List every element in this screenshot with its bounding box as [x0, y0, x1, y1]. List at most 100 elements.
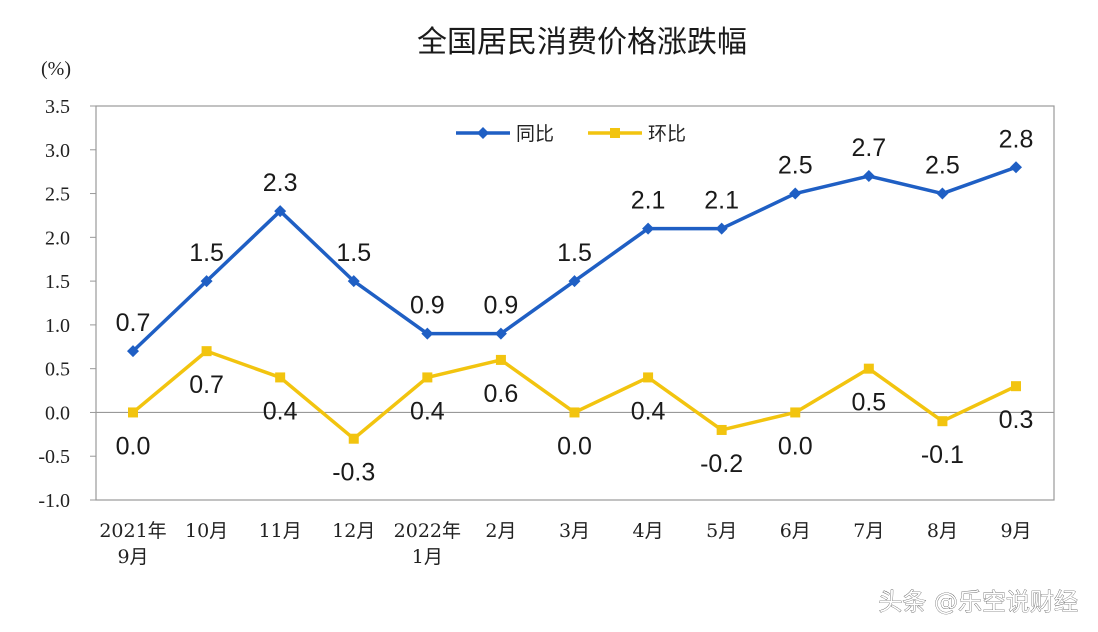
data-label-mom: -0.3	[332, 459, 375, 487]
data-label-mom: 0.5	[851, 389, 886, 417]
legend-marker-mom	[610, 128, 620, 138]
data-point-mom	[863, 363, 874, 374]
data-label-yoy: 2.7	[851, 134, 886, 162]
data-label-mom: 0.0	[778, 432, 813, 460]
data-point-mom	[643, 372, 654, 383]
data-point-mom	[937, 416, 948, 427]
watermark-text: 头条 @乐空说财经	[878, 588, 1078, 616]
data-point-mom	[495, 354, 506, 365]
x-tick-label-line: 5月	[706, 520, 737, 542]
data-point-mom	[128, 407, 138, 418]
y-tick-label: 0.5	[45, 359, 70, 381]
x-tick-label-line: 6月	[780, 520, 811, 542]
data-label-yoy: 2.5	[778, 152, 813, 180]
x-tick-label-line: 2022年	[394, 520, 461, 542]
y-tick-label: -0.5	[38, 446, 70, 468]
data-point-mom	[716, 424, 727, 435]
data-point-mom	[1011, 381, 1021, 392]
data-point-yoy	[642, 222, 655, 235]
x-tick-label: 2022年 1月	[394, 520, 461, 568]
data-point-yoy	[127, 345, 139, 358]
data-point-yoy	[494, 327, 507, 340]
data-label-mom: 0.6	[484, 380, 519, 408]
data-label-mom: 0.4	[263, 397, 298, 425]
x-tick-label: 2021年 9月	[99, 520, 166, 568]
x-tick-label: 6月	[780, 520, 811, 542]
data-point-yoy	[347, 275, 360, 288]
data-point-yoy	[715, 222, 728, 235]
data-point-yoy	[421, 327, 434, 340]
data-point-mom	[790, 407, 801, 418]
legend-label-mom: 环比	[648, 123, 686, 145]
x-tick-label-line: 9月	[117, 546, 148, 568]
x-tick-label: 3月	[559, 520, 590, 542]
y-tick-label: 3.0	[45, 140, 70, 162]
y-tick-label: 2.5	[45, 184, 70, 206]
x-tick-label-line: 2月	[485, 520, 516, 542]
data-label-yoy: 2.3	[263, 169, 298, 197]
data-label-yoy: 2.1	[704, 187, 739, 215]
data-label-yoy: 1.5	[189, 239, 224, 267]
data-label-yoy: 2.5	[925, 152, 960, 180]
x-tick-label-line: 8月	[927, 520, 958, 542]
data-point-yoy	[1010, 161, 1022, 174]
data-label-yoy: 1.5	[336, 239, 371, 267]
x-tick-label-line: 4月	[633, 520, 664, 542]
chart-title: 全国居民消费价格涨跌幅	[417, 25, 747, 60]
data-label-mom: -0.1	[921, 441, 964, 469]
y-tick-label: 1.0	[45, 315, 70, 337]
x-axis: 2021年 9月 10月 11月 12月 2022年 1月 2月 3月 4月 5月 6月 7月 8月 9月	[99, 520, 1031, 568]
x-tick-label: 5月	[706, 520, 737, 542]
data-point-yoy	[936, 187, 949, 200]
plot-area-frame	[95, 105, 1055, 501]
x-tick-label-line: 7月	[853, 520, 884, 542]
x-tick-label-line: 2021年	[99, 520, 166, 542]
data-label-yoy: 2.1	[631, 187, 666, 215]
x-tick-label-line: 9月	[1000, 520, 1031, 542]
data-point-yoy	[274, 205, 287, 218]
data-label-mom: -0.2	[700, 450, 743, 478]
x-tick-label-line: 3月	[559, 520, 590, 542]
x-tick-label: 10月	[185, 520, 228, 542]
data-point-yoy	[789, 187, 802, 200]
data-label-mom: 0.3	[999, 406, 1034, 434]
data-label-yoy: 0.7	[116, 309, 151, 337]
data-label-mom: 0.0	[557, 432, 592, 460]
x-tick-label: 2月	[485, 520, 516, 542]
data-point-mom	[348, 433, 359, 444]
x-tick-label: 9月	[1000, 520, 1031, 542]
legend: 同比 环比	[456, 123, 686, 145]
data-point-mom	[275, 372, 286, 383]
data-point-mom	[201, 346, 212, 357]
y-axis: 3.5 3.0 2.5 2.0 1.5 1.0 0.5 0.0 -0.5 -1.0	[38, 96, 1054, 512]
data-point-yoy	[862, 170, 875, 183]
data-label-yoy: 1.5	[557, 239, 592, 267]
data-label-yoy: 2.8	[999, 125, 1034, 153]
x-tick-label: 11月	[259, 520, 302, 542]
data-point-yoy	[568, 275, 581, 288]
x-tick-label-line: 12月	[332, 520, 375, 542]
legend-marker-yoy	[477, 127, 489, 139]
y-tick-label: 0.0	[45, 402, 70, 424]
data-label-mom: 0.0	[116, 432, 151, 460]
x-tick-label-line: 10月	[185, 520, 228, 542]
y-tick-label: 1.5	[45, 271, 70, 293]
y-tick-label: 3.5	[45, 96, 70, 118]
y-tick-label: -1.0	[38, 490, 70, 512]
data-label-mom: 0.4	[410, 397, 445, 425]
x-tick-label: 7月	[853, 520, 884, 542]
data-point-mom	[422, 372, 433, 383]
y-tick-label: 2.0	[45, 227, 70, 249]
data-point-mom	[569, 407, 580, 418]
data-point-yoy	[200, 275, 213, 288]
series-layer	[127, 161, 1022, 444]
data-labels: 0.7 1.5 2.3 1.5 0.9 0.9 1.5 2.1 2.1 2.5 2.7 2.5 2.8 0…	[116, 125, 1034, 486]
legend-label-yoy: 同比	[516, 123, 554, 145]
x-tick-label: 12月	[332, 520, 375, 542]
x-tick-label-line: 1月	[412, 546, 443, 568]
data-label-yoy: 0.9	[410, 292, 445, 320]
data-label-mom: 0.4	[631, 397, 666, 425]
x-tick-label-line: 11月	[259, 520, 302, 542]
